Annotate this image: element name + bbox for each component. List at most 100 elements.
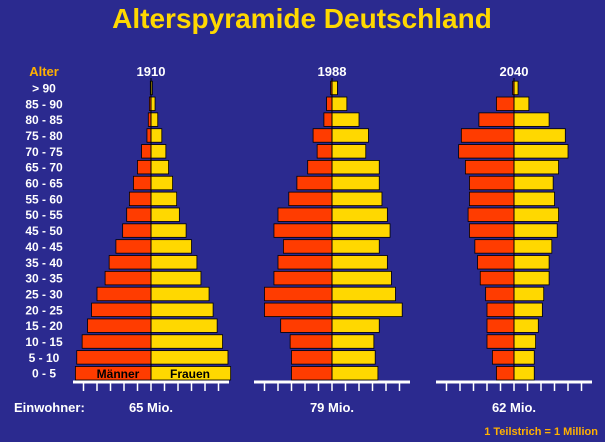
male-bar [474, 239, 515, 254]
female-bar [331, 318, 380, 333]
female-bar [513, 286, 545, 302]
female-bar [331, 144, 367, 159]
age-tick-label: 85 - 90 [25, 97, 63, 111]
age-tick-label: 40 - 45 [25, 240, 63, 254]
male-bar [316, 144, 333, 159]
female-bar [513, 255, 550, 270]
female-bar [513, 270, 550, 286]
female-bar [331, 160, 380, 175]
male-bar [76, 350, 152, 365]
female-bar [331, 207, 388, 222]
female-bar [150, 286, 210, 302]
male-bar [469, 175, 515, 191]
female-bar [513, 175, 554, 191]
female-bar [331, 255, 388, 270]
male-bar [141, 144, 152, 159]
age-column-header: Alter [29, 64, 59, 79]
pyramids-group: > 90 85 - 90 80 - 85 75 - 80 70 - 75 65 - 70 6… [25, 64, 592, 415]
female-bar [150, 223, 187, 238]
female-bar [513, 366, 535, 381]
female-bar [150, 160, 169, 175]
male-bar [477, 255, 515, 270]
male-bar [128, 191, 152, 207]
male-bar [291, 366, 333, 381]
male-bar [288, 191, 333, 207]
population-total: 79 Mio. [310, 400, 354, 415]
female-bar [513, 350, 535, 365]
population-label: Einwohner: [14, 400, 85, 415]
age-tick-label: 15 - 20 [25, 319, 63, 333]
female-bar [331, 128, 369, 143]
female-bar [513, 302, 543, 317]
male-bar [91, 302, 152, 317]
female-bar [513, 160, 559, 175]
female-bar [150, 334, 223, 349]
chart-title: Alterspyramide Deutschland [112, 3, 492, 34]
male-bar [280, 318, 333, 333]
female-bar [513, 318, 539, 333]
female-bar [513, 191, 555, 207]
male-bar [467, 207, 515, 222]
female-bar [150, 270, 202, 286]
female-bar [150, 112, 159, 127]
male-bar [264, 302, 333, 317]
age-tick-label: 55 - 60 [25, 192, 63, 206]
female-bar [513, 112, 550, 127]
female-bar [150, 350, 229, 365]
year-label: 2040 [500, 64, 529, 79]
male-bar [469, 223, 515, 238]
female-bar [150, 318, 218, 333]
male-bar [108, 255, 152, 270]
female-bar [331, 366, 379, 381]
female-bar [331, 80, 338, 96]
female-bar [331, 334, 375, 349]
male-bar [264, 286, 333, 302]
age-tick-label: > 90 [32, 81, 56, 95]
male-bar [273, 270, 333, 286]
age-tick-label: 50 - 55 [25, 208, 63, 222]
male-bar [491, 350, 515, 365]
male-bar [496, 366, 515, 381]
population-total: 62 Mio. [492, 400, 536, 415]
male-bar [496, 96, 515, 111]
male-bar [312, 128, 333, 143]
male-bar [291, 350, 333, 365]
female-bar [150, 302, 214, 317]
male-bar [486, 302, 515, 317]
male-bar [485, 286, 515, 302]
male-bar [479, 270, 515, 286]
male-bar [296, 175, 333, 191]
female-bar [331, 350, 376, 365]
male-bar [277, 255, 333, 270]
male-bar [323, 112, 333, 127]
male-bar [81, 334, 152, 349]
male-bar [486, 334, 515, 349]
women-label: Frauen [170, 367, 210, 381]
population-total: 65 Mio. [129, 400, 173, 415]
year-label: 1988 [318, 64, 347, 79]
female-bar [513, 80, 519, 96]
female-bar [331, 191, 383, 207]
age-tick-label: 35 - 40 [25, 256, 63, 270]
male-bar [469, 191, 515, 207]
male-bar [460, 128, 515, 143]
female-bar [150, 175, 174, 191]
female-bar [331, 302, 403, 317]
male-bar [126, 207, 152, 222]
female-bar [331, 286, 396, 302]
female-bar [331, 175, 380, 191]
male-bar [326, 96, 333, 111]
male-bar [464, 160, 515, 175]
male-bar [277, 207, 333, 222]
female-bar [150, 239, 192, 254]
female-bar [150, 128, 163, 143]
scale-note: 1 Teilstrich = 1 Million [484, 426, 598, 438]
male-bar [282, 239, 333, 254]
female-bar [513, 96, 530, 111]
male-bar [486, 318, 515, 333]
female-bar [513, 223, 558, 238]
female-bar [331, 96, 348, 111]
age-tick-label: 80 - 85 [25, 113, 63, 127]
female-bar [513, 239, 553, 254]
male-bar [146, 128, 152, 143]
